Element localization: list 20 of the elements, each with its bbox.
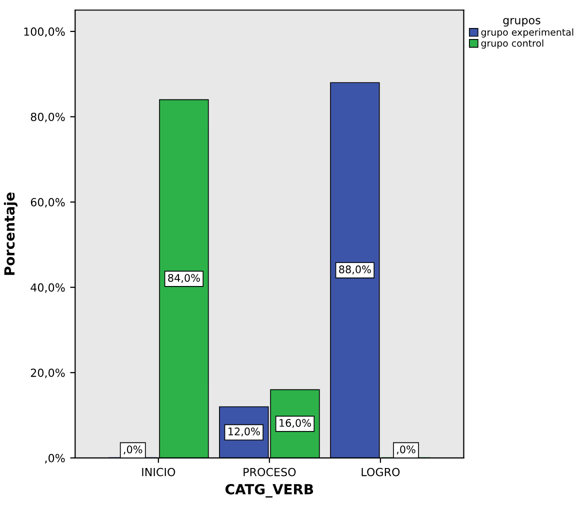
data-label: 16,0% bbox=[280, 418, 311, 428]
x-tick-label: LOGRO bbox=[362, 468, 400, 476]
y-tick-label: 100,0% bbox=[24, 27, 65, 37]
data-label: 12,0% bbox=[228, 427, 260, 436]
legend-label: grupo control bbox=[481, 39, 544, 49]
y-tick-label: ,0% bbox=[45, 454, 65, 464]
y-tick-label: 60,0% bbox=[30, 198, 65, 208]
data-label: ,0% bbox=[396, 445, 416, 454]
legend-title: grupos bbox=[503, 18, 540, 27]
x-axis-title: CATG_VERB bbox=[226, 484, 314, 498]
x-tick-label: INICIO bbox=[142, 468, 176, 476]
y-tick-label: 40,0% bbox=[30, 283, 65, 293]
y-tick-label: 20,0% bbox=[30, 368, 65, 378]
data-label: ,0% bbox=[124, 445, 142, 454]
data-label: 84,0% bbox=[168, 274, 200, 283]
y-tick-label: 80,0% bbox=[30, 112, 65, 122]
y-axis-title: Porcentaje bbox=[4, 192, 18, 275]
data-label: 88,0% bbox=[339, 265, 371, 274]
legend-label: grupo experimental bbox=[481, 28, 574, 38]
x-tick-label: PROCESO bbox=[244, 468, 296, 476]
